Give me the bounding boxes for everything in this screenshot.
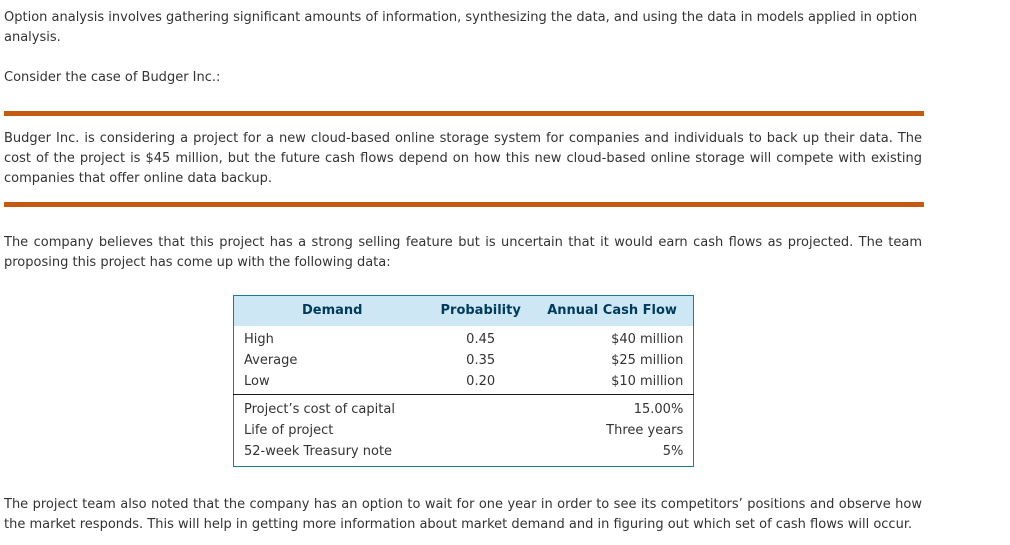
table-row-treasury-note: 52-week Treasury note 5%	[234, 441, 694, 467]
param-label: 52-week Treasury note	[244, 444, 393, 459]
table-row-life-of-project: Life of project Three years	[234, 420, 694, 441]
section-divider-top	[4, 111, 924, 116]
param-value: Three years	[606, 423, 684, 438]
probability-value: 0.45	[466, 332, 496, 347]
probability-value: 0.35	[466, 353, 496, 368]
param-label: Life of project	[244, 423, 334, 438]
consider-case-text: Consider the case of Budger Inc.:	[4, 70, 221, 85]
cash-flow-value: $25 million	[611, 353, 684, 368]
table-row-high: High 0.45 $40 million	[234, 326, 694, 350]
header-demand: Demand	[233, 295, 431, 326]
header-annual-cash-flow: Annual Cash Flow	[530, 295, 694, 326]
cash-flow-value: $40 million	[611, 332, 684, 347]
param-value: 5%	[662, 444, 684, 459]
intro-text: Option analysis involves gathering signi…	[4, 10, 918, 45]
table-row-cost-of-capital: Project’s cost of capital 15.00%	[233, 394, 694, 420]
param-value: 15.00%	[530, 394, 694, 420]
demand-label: High	[244, 332, 274, 347]
cash-flow-value: $10 million	[611, 374, 684, 389]
demand-label: Average	[244, 353, 298, 368]
table-row-average: Average 0.35 $25 million	[234, 350, 694, 371]
table-row-low: Low 0.20 $10 million	[234, 371, 694, 395]
param-label: Project’s cost of capital	[233, 394, 531, 420]
demand-label: Low	[244, 374, 270, 389]
project-data-table: Demand Probability Annual Cash Flow High…	[233, 295, 695, 467]
table-header-row: Demand Probability Annual Cash Flow	[233, 295, 694, 326]
closing-text: The project team also noted that the com…	[4, 497, 922, 532]
project-belief-text: The company believes that this project h…	[4, 235, 922, 270]
case-description-text: Budger Inc. is considering a project for…	[4, 131, 922, 186]
probability-value: 0.20	[466, 374, 496, 389]
header-probability: Probability	[430, 295, 531, 326]
section-divider-bottom	[4, 202, 924, 207]
